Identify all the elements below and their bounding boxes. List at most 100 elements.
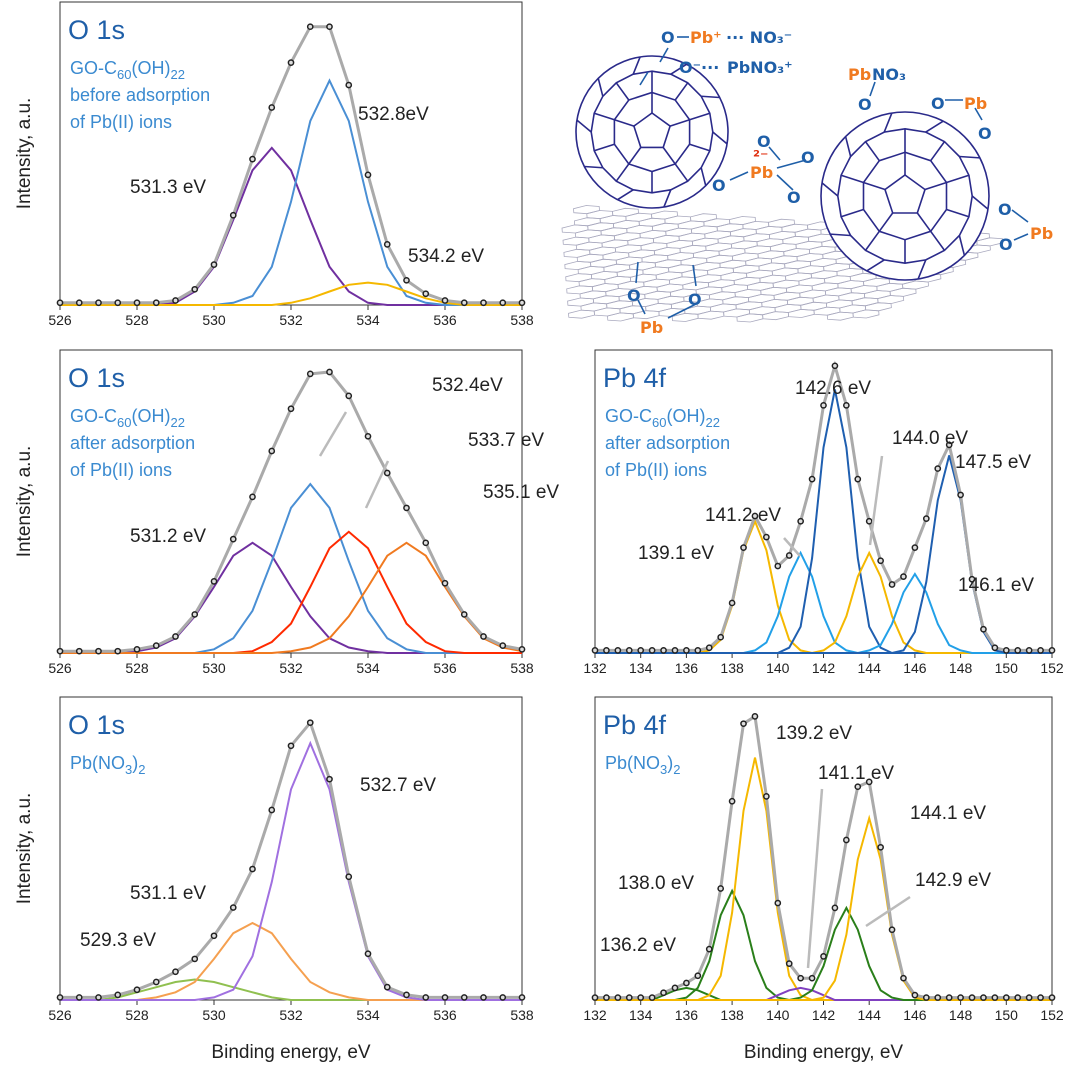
component-line — [60, 530, 522, 654]
cage-edge — [883, 112, 893, 133]
sample-text: Pb(NO — [70, 753, 125, 773]
sample-text: GO-C — [70, 58, 117, 78]
graphene-hex — [566, 285, 594, 295]
bond — [776, 159, 807, 169]
graphene-hex — [666, 239, 694, 249]
data-point — [980, 625, 987, 633]
cage-edge — [615, 163, 630, 182]
data-point — [751, 713, 759, 720]
peak-label: 141.2 eV — [705, 505, 781, 526]
cage-edge — [878, 212, 894, 232]
data-point — [900, 573, 907, 580]
data-point — [945, 441, 953, 449]
peak-label: 144.0 eV — [892, 428, 968, 449]
bond — [692, 264, 697, 287]
data-point — [403, 991, 410, 999]
data-point — [843, 401, 850, 409]
graphene-hex — [735, 301, 763, 311]
graphene-hex — [825, 299, 853, 309]
cage-edge — [971, 195, 989, 210]
data-point — [922, 994, 930, 1001]
peak-label: 146.1 eV — [958, 575, 1034, 596]
graphene-hex — [808, 245, 836, 255]
graphene-hex — [645, 302, 673, 312]
data-point — [191, 955, 199, 963]
graphene-hex — [705, 242, 733, 252]
panel: 132 134 136 138 140 142 144 146 148 150 152 Pb 4f GO… — [583, 349, 1064, 676]
graphene-hex — [716, 223, 744, 233]
y-axis-label: Intensity, a.u. — [14, 446, 35, 558]
data-point — [326, 23, 333, 31]
data-point — [114, 647, 122, 655]
graphene-hex — [586, 210, 614, 220]
graphene-hex — [839, 304, 867, 314]
sample-label: GO-C60(OH)22 — [70, 58, 185, 82]
x-tick-label: 138 — [720, 1007, 744, 1023]
graphene-hex — [852, 309, 880, 319]
data-point — [460, 299, 468, 307]
data-point — [717, 633, 725, 641]
data-point — [854, 475, 862, 483]
cage-edge — [866, 259, 885, 272]
diagram-label: O — [787, 188, 801, 207]
graphene-hex — [863, 277, 890, 287]
graphene-hex — [607, 312, 634, 322]
x-tick-label: 150 — [995, 1007, 1019, 1023]
data-point — [518, 994, 526, 1001]
graphene-hex — [734, 289, 762, 299]
graphene-hex — [719, 259, 747, 269]
diagram-label: O — [712, 176, 726, 195]
data-point — [934, 465, 942, 472]
graphene-hex — [653, 247, 681, 257]
peak-label: 139.1 eV — [638, 543, 714, 564]
sample-text: of Pb(II) ions — [70, 112, 172, 132]
diagram-label: O — [757, 132, 771, 151]
data-point — [172, 297, 179, 304]
cage-edge — [615, 82, 630, 101]
data-point — [968, 575, 976, 583]
data-point — [441, 994, 449, 1001]
x-tick-label: 528 — [125, 1007, 149, 1023]
x-tick-label: 152 — [1040, 660, 1064, 676]
cage-edge — [925, 120, 944, 133]
graphene-hex — [614, 244, 642, 254]
data-point — [95, 647, 102, 655]
graphene-hex — [824, 275, 851, 285]
graphene-hex — [811, 282, 839, 292]
data-point — [854, 783, 862, 791]
graphene-hex — [729, 216, 756, 226]
cage-edge — [597, 78, 604, 97]
cage-edge — [916, 212, 932, 232]
graphene-hex — [573, 205, 600, 215]
graphene-hex — [812, 294, 840, 304]
panel-title: O 1s — [68, 15, 125, 45]
cage-edge — [840, 208, 864, 218]
data-point — [774, 899, 782, 907]
sample-text: 60 — [117, 67, 131, 82]
data-point — [1037, 647, 1044, 654]
cage-edge — [844, 136, 852, 157]
x-axis-label: Binding energy, eV — [211, 1042, 370, 1063]
graphene-hex — [656, 283, 684, 293]
peak-label: 531.1 eV — [130, 883, 206, 904]
diagram-label: O — [661, 28, 675, 47]
data-point — [306, 23, 314, 31]
data-point — [934, 994, 942, 1001]
data-point — [843, 836, 850, 844]
pentagon — [884, 174, 926, 214]
bond — [667, 303, 697, 319]
data-point — [774, 562, 782, 570]
data-point — [728, 599, 736, 607]
data-point — [614, 647, 622, 654]
data-point — [460, 994, 468, 1001]
data-point — [383, 983, 391, 991]
data-point — [364, 950, 372, 958]
graphene-hex — [762, 311, 790, 321]
diagram-label: O — [998, 200, 1012, 219]
sample-label: Pb(NO3)2 — [70, 753, 145, 777]
graphene-hex — [590, 258, 617, 268]
data-point — [114, 991, 122, 999]
graphene-hex — [643, 278, 671, 288]
data-point — [75, 994, 83, 1001]
x-tick-label: 142 — [812, 660, 836, 676]
